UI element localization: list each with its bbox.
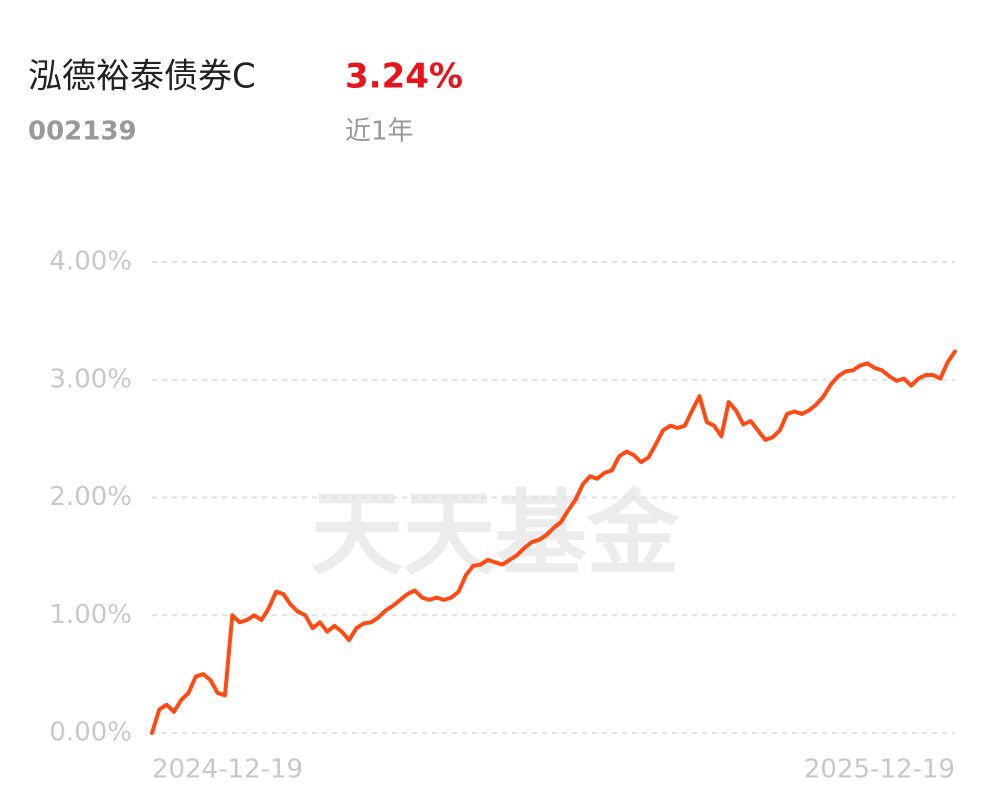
y-tick-label: 3.00% <box>49 364 132 394</box>
y-tick-label: 0.00% <box>49 718 132 748</box>
y-tick-label: 4.00% <box>49 247 132 277</box>
fund-code: 002139 <box>28 117 137 147</box>
series-line <box>150 349 957 735</box>
y-tick-label: 2.00% <box>49 482 132 512</box>
x-tick-label: 2024-12-19 <box>152 755 303 785</box>
fund-name: 泓德裕泰债券C <box>28 57 256 97</box>
x-tick-label: 2025-12-19 <box>804 755 955 785</box>
watermark: 天天基金 <box>311 480 680 587</box>
return-period: 近1年 <box>345 117 414 147</box>
fund-return: 3.24% <box>345 57 463 97</box>
y-tick-label: 1.00% <box>49 600 132 630</box>
